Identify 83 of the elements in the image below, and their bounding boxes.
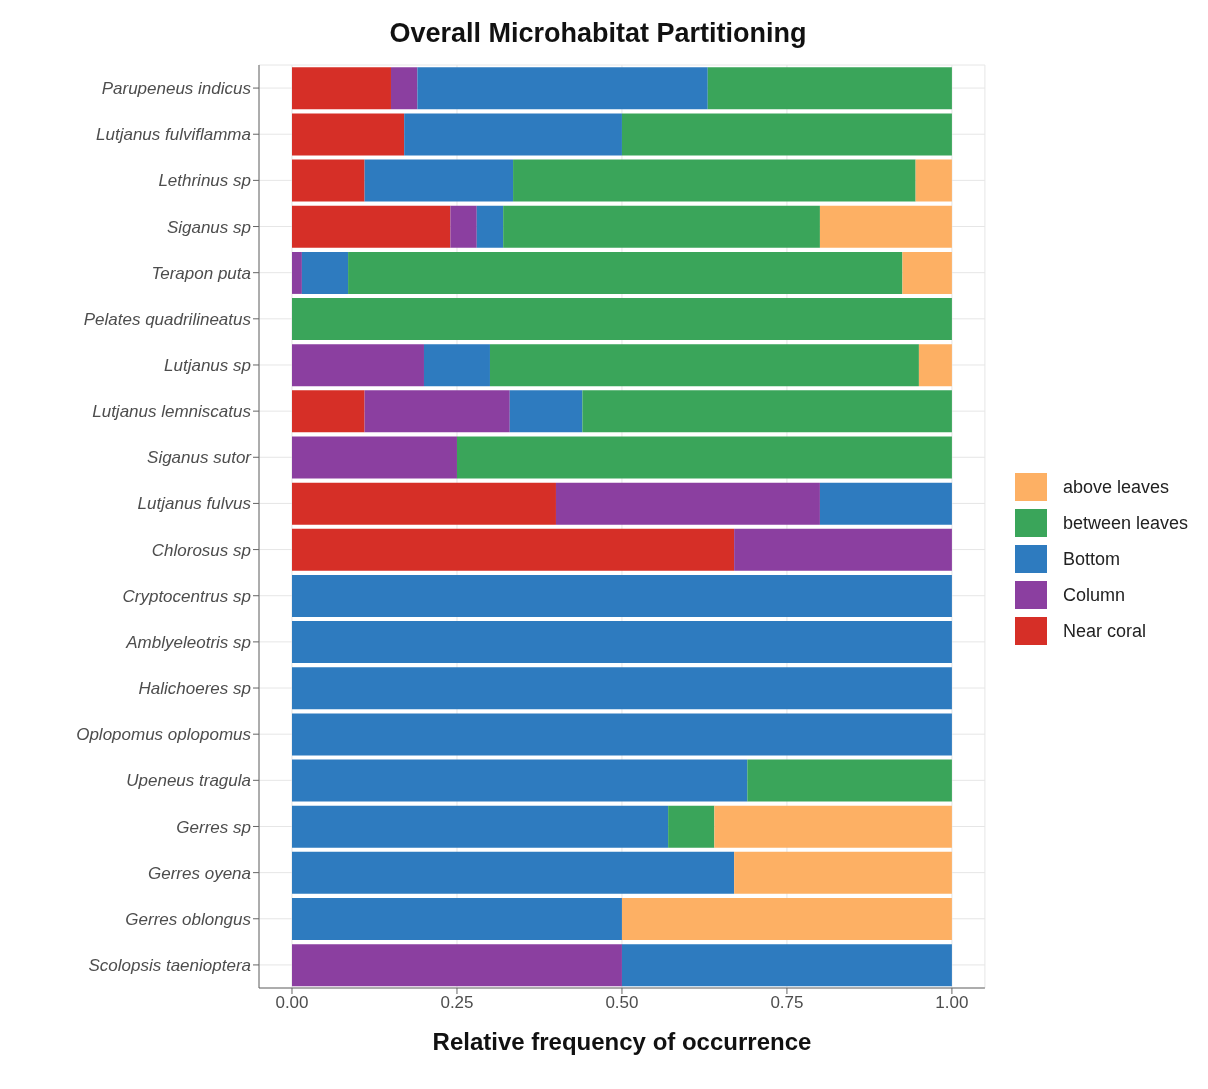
- bar: [292, 67, 391, 110]
- y-tick-label: Amblyeleotris sp: [125, 632, 251, 652]
- bar: [902, 251, 952, 294]
- bar: [513, 159, 916, 202]
- y-tick-label: Lutjanus fulviflamma: [96, 125, 251, 145]
- legend-label: Bottom: [1062, 548, 1120, 570]
- bar: [509, 390, 583, 433]
- y-tick-label: Halichoeres sp: [138, 679, 251, 699]
- bar: [292, 851, 735, 894]
- bar: [503, 205, 820, 248]
- y-tick-label: Gerres oblongus: [125, 909, 252, 929]
- bar: [292, 667, 952, 710]
- bar: [668, 805, 715, 848]
- bar: [292, 205, 451, 248]
- x-tick-label: 1.00: [935, 993, 969, 1013]
- chart-title: Overall Microhabitat Partitioning: [388, 17, 808, 50]
- bar: [417, 67, 708, 110]
- bar: [364, 390, 510, 433]
- x-axis-title: Relative frequency of occurrence: [432, 1028, 812, 1055]
- bar: [747, 759, 952, 802]
- bar: [292, 805, 669, 848]
- bar: [734, 851, 952, 894]
- legend-label: Near coral: [1062, 620, 1146, 642]
- bar: [707, 67, 952, 110]
- bar: [292, 298, 952, 341]
- bar: [819, 205, 952, 248]
- bar: [292, 482, 556, 525]
- bar: [292, 159, 365, 202]
- bar: [292, 251, 302, 294]
- y-tick-label: Scolopsis taenioptera: [88, 955, 251, 975]
- bar: [734, 528, 952, 571]
- bar: [450, 205, 477, 248]
- bar: [364, 159, 514, 202]
- bar: [621, 944, 952, 987]
- x-tick-label: 0.50: [605, 993, 639, 1013]
- bar: [489, 344, 919, 387]
- y-tick-label: Cryptocentrus sp: [122, 586, 251, 606]
- y-tick-label: Terapon puta: [151, 263, 251, 283]
- y-tick-label: Lutjanus fulvus: [137, 494, 252, 514]
- y-tick-label: Lethrinus sp: [158, 171, 251, 191]
- y-tick-label: Siganus sutor: [147, 448, 253, 468]
- x-tick-label: 0.25: [440, 993, 474, 1013]
- bar: [292, 898, 622, 941]
- bar: [555, 482, 820, 525]
- y-tick-label: Parupeneus indicus: [101, 79, 252, 99]
- bar: [582, 390, 952, 433]
- bar: [456, 436, 952, 479]
- bar: [292, 113, 405, 156]
- bar: [301, 251, 349, 294]
- y-tick-label: Oplopomus oplopomus: [76, 725, 252, 745]
- y-tick-label: Siganus sp: [166, 217, 251, 237]
- bar: [390, 67, 418, 110]
- bar: [292, 436, 457, 479]
- bar: [915, 159, 952, 202]
- legend-label: between leaves: [1062, 512, 1188, 534]
- bar: [423, 344, 490, 387]
- y-tick-label: Lutjanus lemniscatus: [92, 402, 252, 422]
- y-tick-label: Gerres oyena: [148, 863, 251, 883]
- y-tick-label: Pelates quadrilineatus: [83, 309, 252, 329]
- x-tick-label: 0.00: [275, 993, 309, 1013]
- bar: [292, 390, 365, 433]
- bar: [819, 482, 952, 525]
- x-tick-label: 0.75: [770, 993, 804, 1013]
- bar: [714, 805, 952, 848]
- legend-label: Column: [1062, 584, 1125, 606]
- bar: [621, 898, 952, 941]
- bar: [292, 759, 748, 802]
- bar: [404, 113, 622, 156]
- bar: [476, 205, 504, 248]
- y-tick-label: Gerres sp: [176, 817, 251, 837]
- bar: [292, 574, 952, 617]
- y-tick-label: Upeneus tragula: [126, 771, 251, 791]
- bar: [621, 113, 952, 156]
- bar: [918, 344, 952, 387]
- bar: [292, 528, 735, 571]
- bar: [292, 713, 952, 756]
- bar: [292, 944, 622, 987]
- y-tick-label: Lutjanus sp: [164, 356, 251, 376]
- bar: [348, 251, 903, 294]
- bar: [292, 344, 424, 387]
- legend-label: above leaves: [1062, 476, 1169, 498]
- y-tick-label: Chlorosus sp: [151, 540, 251, 560]
- bar: [292, 621, 952, 664]
